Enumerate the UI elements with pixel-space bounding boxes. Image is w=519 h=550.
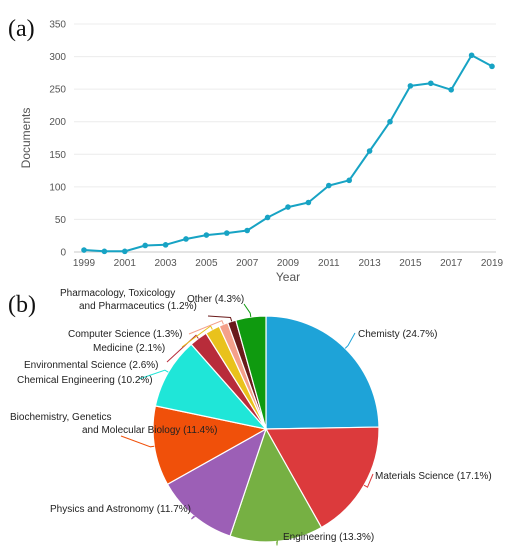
slice-label: Biochemistry, Genetics [10,412,112,423]
data-point [203,232,210,238]
x-tick-label: 2019 [481,258,504,269]
data-point [142,242,148,249]
leader-line [188,319,224,335]
slice-label: and Pharmaceutics (1.2%) [79,301,197,312]
leader-line [276,534,279,546]
y-tick-label: 300 [49,52,66,63]
data-point [346,177,353,184]
y-axis-title: Documents [19,108,33,169]
x-tick-label: 2001 [114,258,137,269]
data-point [468,52,475,59]
data-point [285,204,291,210]
leader-line [363,473,374,488]
slice-label: Other (4.3%) [187,294,244,305]
data-point [224,230,230,236]
x-tick-label: 2017 [440,258,463,269]
data-point [489,63,495,70]
data-point [387,118,393,125]
slice-label: Computer Science (1.3%) [68,329,183,340]
panel-label-a: (a) [8,16,35,42]
pie-slice [229,427,323,543]
y-tick-label: 0 [60,248,66,259]
data-point [326,182,332,189]
leader-line [344,332,356,349]
data-point [183,236,189,242]
slice-label: Environmental Science (2.6%) [24,360,159,371]
y-tick-label: 50 [55,215,67,226]
data-point [366,148,373,154]
data-point [428,80,434,87]
x-tick-label: 2013 [358,258,381,269]
slice-label: Medicine (2.1%) [93,343,165,354]
data-point [448,86,455,93]
x-tick-label: 2003 [154,258,177,269]
y-tick-label: 350 [49,20,66,31]
pie-slice [265,315,380,430]
pie-chart-subject-areas: Chemisty (24.7%) Materials Science (17.1%… [10,288,492,546]
data-point [305,199,312,206]
pie-slice [152,405,268,486]
data-point [101,248,108,255]
data-point [244,227,250,234]
slice-label: Physics and Astronomy (11.7%) [50,504,191,515]
slice-label: and Molecular Biology (11.4%) [82,425,217,436]
slice-label: Pharmacology, Toxicology [60,288,175,299]
leader-line [166,334,199,363]
slice-label: Engineering (13.3%) [283,532,374,543]
x-tick-label: 2007 [236,258,259,269]
x-tick-label: 2009 [277,258,300,269]
x-tick-label: 2011 [318,258,340,269]
leader-line [207,315,233,322]
data-point [81,247,87,253]
leader-line [120,435,155,448]
data-point [264,214,271,221]
x-tick-label: 2015 [399,258,422,269]
leader-line [181,325,213,348]
line-chart-documents: 0 50 100 150 200 250 300 350 1999 2001 2003 2005 200… [19,20,504,285]
y-tick-label: 100 [49,182,66,193]
data-point [122,248,128,255]
y-tick-label: 150 [49,150,66,161]
data-point [162,242,169,248]
x-tick-label: 1999 [73,258,96,269]
pie-slice [154,343,268,430]
slice-label: Chemisty (24.7%) [358,329,437,340]
x-axis-title: Year [276,270,300,284]
pie-slice [235,315,267,430]
leader-line [138,369,169,380]
panel-label-b: (b) [8,292,36,318]
y-tick-label: 250 [49,85,66,96]
slice-label: Materials Science (17.1%) [375,471,492,482]
slice-label: Chemical Engineering (10.2%) [17,375,153,386]
data-point [407,83,414,89]
x-tick-label: 2005 [195,258,218,269]
y-tick-label: 200 [49,117,66,128]
leader-line [191,508,206,520]
leader-line [243,303,252,318]
